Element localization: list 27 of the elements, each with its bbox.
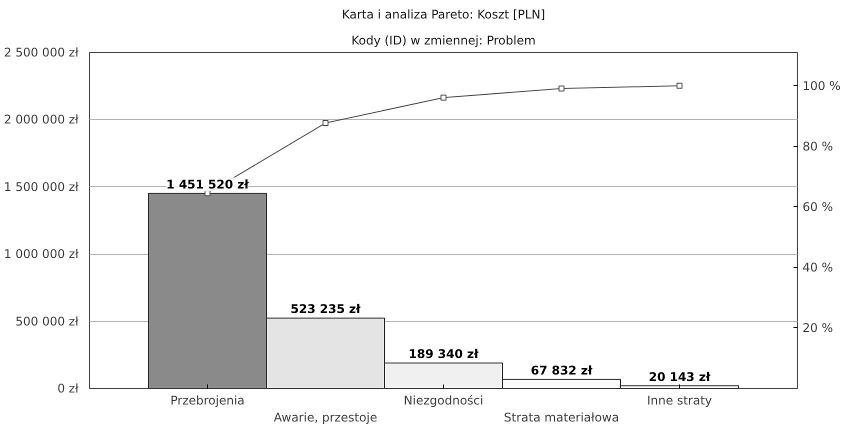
x-tick-label: Awarie, przestoje <box>274 410 378 424</box>
x-tick-label: Przebrojenia <box>170 394 245 408</box>
point <box>676 82 682 89</box>
y-tick-label: 1 000 000 zł <box>4 247 80 262</box>
point <box>322 120 328 126</box>
chart-title: Karta i analiza Pareto: Koszt [PLN] <box>342 8 546 22</box>
y2-tick-label: 100 % <box>802 78 841 93</box>
y-tick-label: 500 000 zł <box>15 314 80 328</box>
text: 523 235 zł <box>290 302 360 316</box>
text: 189 340 zł <box>408 347 478 362</box>
text: 67 832 zł <box>530 363 592 378</box>
text: 20 143 zł <box>648 370 710 384</box>
y-tick-label: 2 000 000 zł <box>4 112 80 127</box>
y-tick-label: 2 500 000 zł <box>4 46 80 60</box>
y2-tick-label: 80 % <box>802 139 833 154</box>
text: 1 451 520 zł <box>166 177 249 192</box>
x-tick-label: Strata materiałowa <box>504 410 620 424</box>
y2-tick-label: 60 % <box>802 200 833 214</box>
y-tick-label: 1 500 000 zł <box>4 180 80 194</box>
point <box>440 94 446 101</box>
y-tick-label: 0 zł <box>57 382 80 396</box>
chart-subtitle: Kody (ID) w zmiennej: Problem <box>351 34 536 48</box>
y2-tick-label: 40 % <box>802 260 833 274</box>
point <box>558 86 564 92</box>
x-tick-label: Niezgodności <box>404 394 484 408</box>
y2-tick-label: 20 % <box>802 320 833 335</box>
x-tick-label: Inne straty <box>647 394 712 408</box>
